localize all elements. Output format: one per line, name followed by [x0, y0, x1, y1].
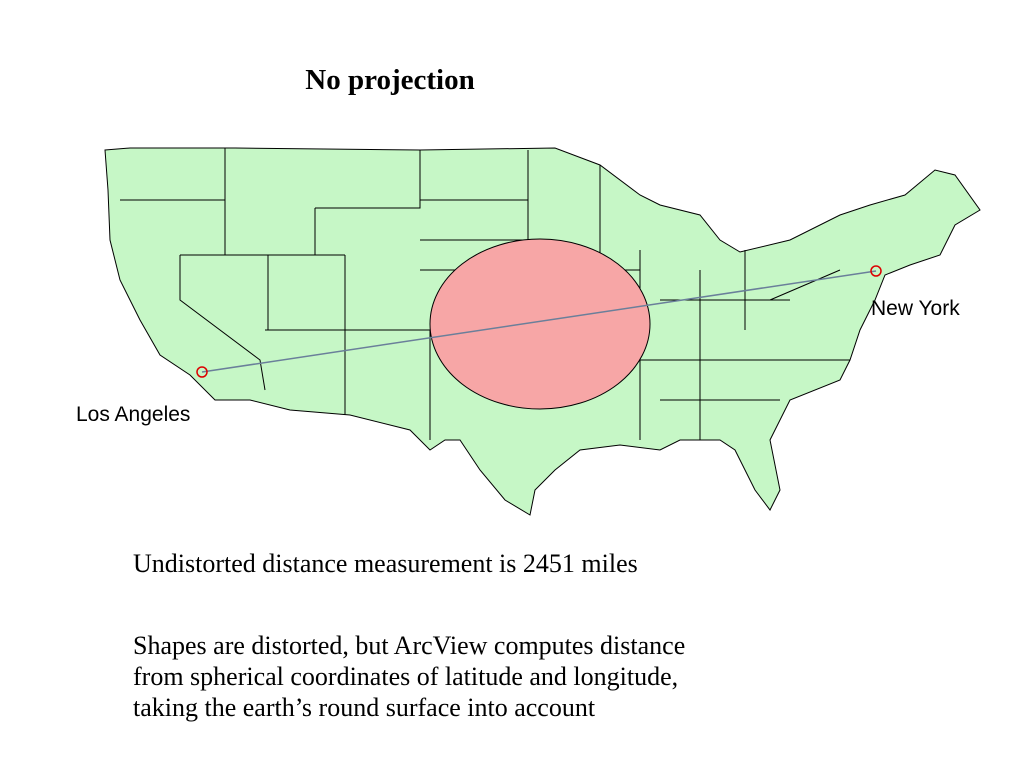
distortion-ellipse: [429, 238, 651, 410]
distance-line: [201, 270, 877, 373]
map: Los Angeles New York: [76, 147, 981, 516]
note-line: Shapes are distorted, but ArcView comput…: [133, 631, 686, 660]
measurement: Undistorted distance measurement is 2451…: [133, 549, 638, 578]
note-line: from spherical coordinates of latitude a…: [133, 662, 679, 691]
title: No projection: [305, 64, 475, 96]
city-marker: [870, 265, 882, 277]
city-label: New York: [871, 297, 960, 320]
city-label: Los Angeles: [76, 403, 190, 426]
city-marker: [196, 366, 208, 378]
note-line: taking the earth’s round surface into ac…: [133, 693, 596, 722]
